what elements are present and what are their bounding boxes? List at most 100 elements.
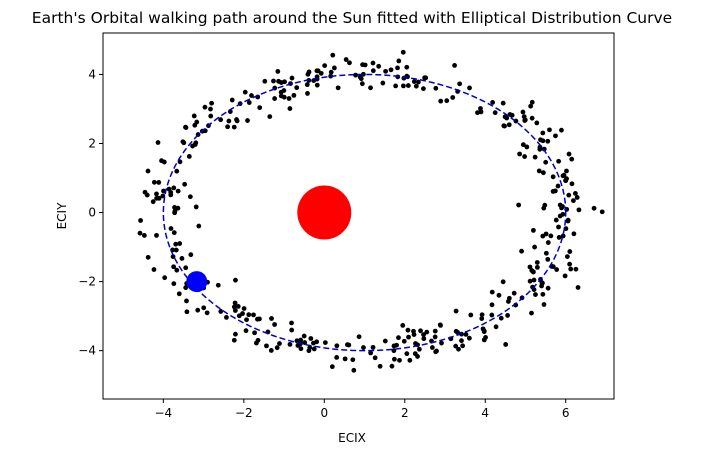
data-point	[545, 138, 551, 144]
y-axis-ticks: −4 −2 0 2 4	[78, 67, 103, 358]
data-point	[218, 117, 224, 123]
data-point	[155, 140, 161, 145]
data-point	[455, 329, 460, 335]
data-point	[380, 80, 386, 86]
data-point	[370, 68, 376, 74]
data-point	[562, 273, 568, 279]
data-point	[556, 235, 562, 240]
x-tick-label: −2	[235, 406, 253, 420]
data-point	[171, 185, 177, 191]
data-point	[289, 327, 295, 333]
data-point	[533, 292, 538, 297]
data-point	[372, 355, 378, 361]
data-point	[413, 83, 419, 89]
data-point	[195, 307, 201, 313]
data-point	[370, 344, 376, 350]
data-point	[329, 364, 335, 370]
data-point	[416, 346, 422, 352]
data-point	[151, 267, 157, 272]
data-point	[161, 188, 166, 194]
data-point	[532, 154, 538, 160]
data-point	[272, 96, 278, 101]
data-point	[460, 343, 466, 349]
data-point	[305, 71, 311, 77]
plot-frame	[102, 32, 615, 400]
data-point	[571, 198, 576, 204]
data-point	[173, 247, 179, 253]
data-point	[368, 85, 373, 91]
data-point	[289, 320, 294, 326]
data-point	[311, 346, 317, 352]
data-point	[567, 249, 573, 254]
data-point	[208, 113, 214, 119]
data-point	[287, 341, 293, 347]
x-tick-label: 2	[401, 406, 409, 420]
data-point	[573, 191, 578, 196]
data-point	[389, 363, 395, 369]
data-point	[344, 342, 350, 348]
chart-title: Earth's Orbital walking path around the …	[32, 9, 672, 27]
data-point	[404, 351, 410, 357]
data-point	[433, 85, 439, 91]
data-point	[244, 317, 249, 323]
data-point	[175, 188, 181, 194]
data-point	[183, 265, 189, 271]
data-point	[172, 210, 178, 216]
data-point	[315, 68, 321, 74]
data-point	[411, 332, 417, 338]
sun-marker	[297, 185, 352, 240]
data-point	[539, 283, 544, 289]
data-point	[434, 348, 439, 354]
data-point	[193, 204, 199, 210]
data-point	[531, 277, 537, 283]
data-point	[552, 188, 558, 194]
data-point	[532, 244, 537, 250]
data-point	[563, 178, 569, 184]
data-point	[306, 348, 312, 354]
data-point	[411, 79, 417, 85]
data-point	[400, 323, 406, 328]
data-point	[500, 100, 506, 106]
data-point	[276, 78, 281, 84]
data-point	[534, 260, 540, 265]
data-point	[524, 144, 530, 150]
data-point	[187, 194, 193, 200]
data-point	[232, 300, 238, 306]
data-point	[145, 168, 151, 174]
data-point	[179, 256, 185, 261]
data-point	[393, 83, 399, 89]
data-point	[272, 322, 277, 327]
data-point	[370, 60, 376, 66]
earth-marker	[186, 271, 208, 293]
data-point	[543, 250, 549, 256]
data-point	[233, 277, 238, 283]
data-point	[343, 57, 349, 62]
data-point	[504, 115, 510, 121]
y-tick-label: 4	[88, 67, 96, 81]
data-point	[505, 313, 510, 318]
data-point	[543, 159, 549, 165]
data-point	[555, 183, 561, 189]
y-tick-label: 0	[88, 206, 96, 220]
data-point	[457, 81, 463, 87]
data-point	[215, 282, 221, 288]
data-point	[289, 75, 295, 81]
data-point	[271, 78, 276, 84]
data-point	[529, 310, 534, 316]
data-point	[536, 168, 542, 174]
data-point	[522, 117, 528, 123]
x-tick-label: 0	[320, 406, 328, 420]
data-point	[391, 348, 397, 354]
data-point	[246, 100, 252, 105]
data-point	[202, 104, 208, 110]
data-point	[353, 72, 358, 78]
data-point	[466, 335, 472, 341]
data-point	[421, 336, 427, 342]
data-point	[176, 291, 182, 297]
data-point	[278, 93, 284, 99]
data-point	[537, 146, 543, 152]
data-point	[242, 89, 248, 95]
data-point	[174, 267, 180, 273]
data-point	[368, 350, 374, 356]
data-point	[269, 316, 274, 321]
